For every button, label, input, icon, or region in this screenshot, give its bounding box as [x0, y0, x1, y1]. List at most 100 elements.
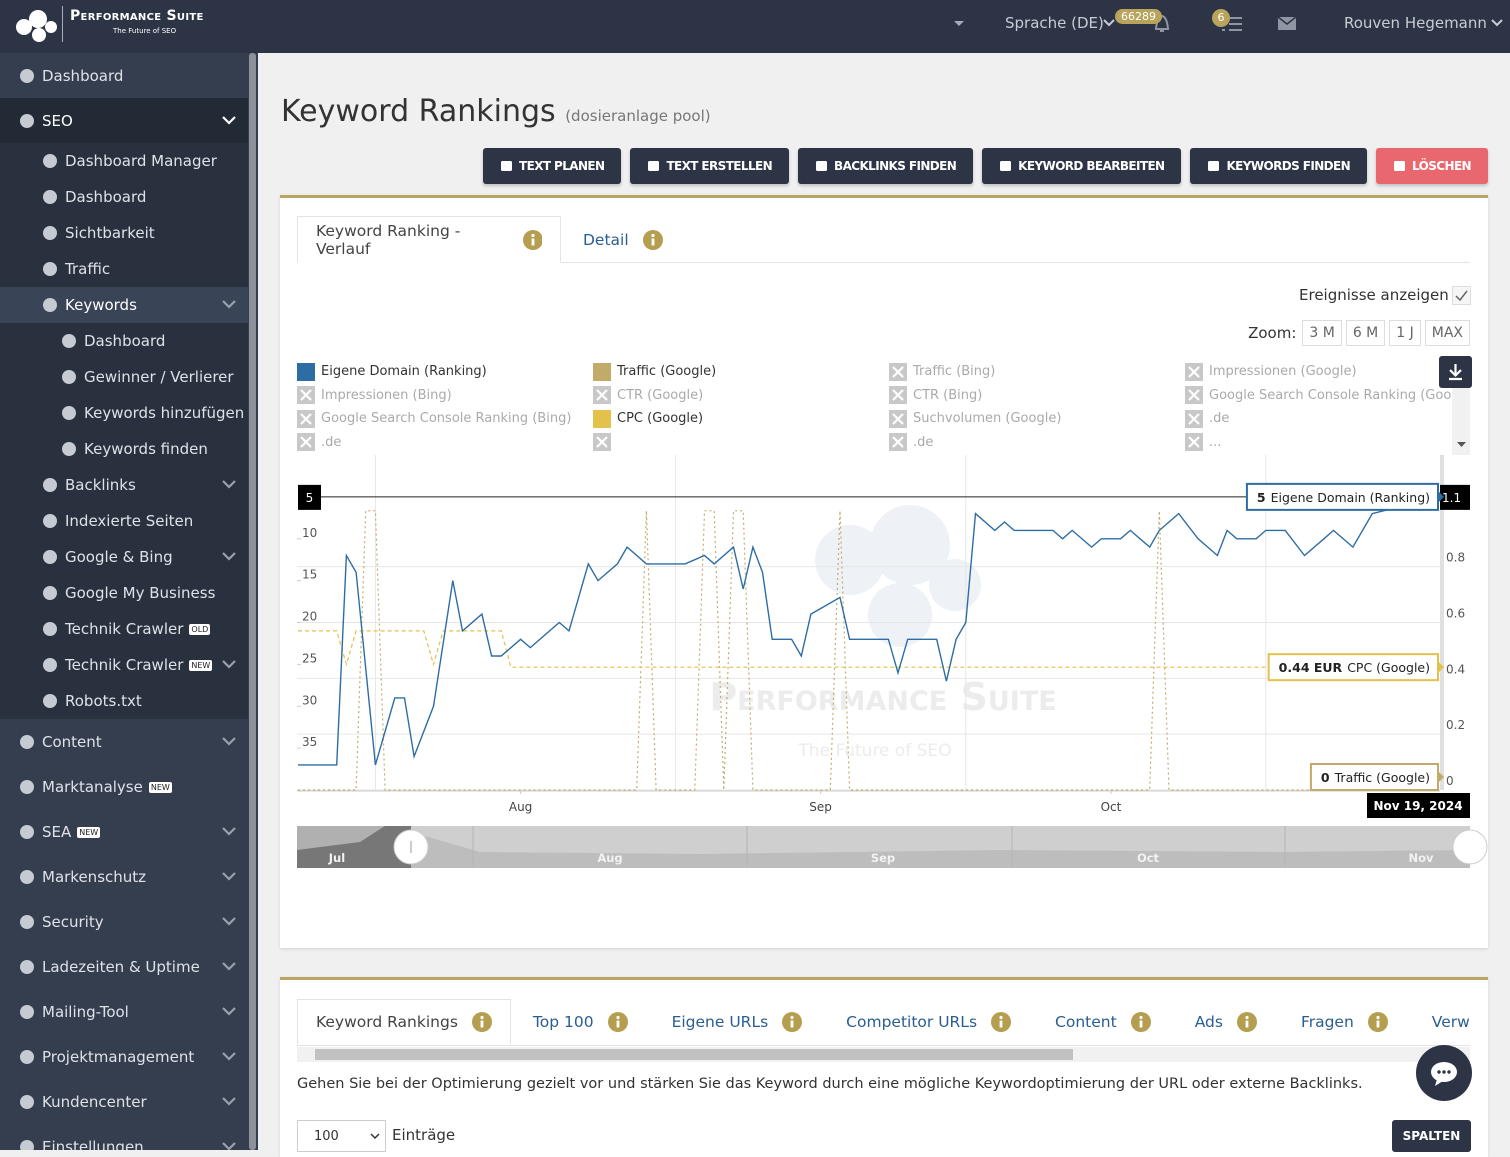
sidebar-item[interactable]: Security: [0, 899, 248, 944]
logo-icon: [16, 10, 57, 42]
caret[interactable]: [953, 20, 965, 28]
button-label: TEXT PLANEN: [519, 159, 605, 173]
sidebar-item[interactable]: Robots.txt: [0, 683, 248, 719]
zoom-button[interactable]: 3 M: [1302, 320, 1342, 346]
sidebar-label: Dashboard Manager: [65, 152, 217, 170]
sidebar-icon: [20, 914, 34, 929]
sidebar-item[interactable]: Dashboard: [0, 179, 248, 215]
action-button[interactable]: TEXT PLANEN: [483, 148, 622, 184]
legend-swatch: [593, 409, 611, 428]
legend-item[interactable]: Google Search Console Ranking (Google): [1185, 384, 1452, 408]
legend-item[interactable]: Impressionen (Google): [1185, 360, 1452, 384]
legend-item[interactable]: CTR (Google): [593, 384, 889, 408]
scroll-arrow: [1457, 442, 1466, 447]
sidebar-item[interactable]: Ladezeiten & Uptime: [0, 944, 248, 989]
sidebar-item[interactable]: Dashboard: [0, 323, 248, 359]
sidebar-item[interactable]: Markenschutz: [0, 854, 248, 899]
tab-label: Fragen: [1300, 1013, 1354, 1031]
chart-panel: [280, 195, 1488, 948]
chart-tab[interactable]: Keyword Ranking - Verlauf: [297, 216, 561, 263]
sidebar-label: Backlinks: [65, 476, 136, 494]
sidebar-item[interactable]: Einstellungen: [0, 1124, 248, 1150]
legend-item[interactable]: .de: [889, 431, 1185, 455]
sidebar-item[interactable]: Technik Crawler OLD: [0, 611, 248, 647]
legend-item[interactable]: .de: [297, 431, 593, 455]
sidebar-icon: [62, 406, 76, 420]
sidebar-label: Kundencenter: [42, 1092, 147, 1111]
legend-item[interactable]: CPC (Google): [593, 407, 889, 431]
info-icon: [1130, 1012, 1151, 1032]
page-size-select[interactable]: 100: [297, 1120, 386, 1152]
sidebar-item[interactable]: Sichtbarkeit: [0, 215, 248, 251]
language[interactable]: Sprache (DE): [1005, 14, 1104, 32]
sidebar-item[interactable]: Backlinks: [0, 467, 248, 503]
sidebar-item[interactable]: Indexierte Seiten: [0, 503, 248, 539]
sidebar-label: Security: [42, 912, 104, 931]
sidebar-label: SEA NEW: [42, 822, 101, 841]
legend-item[interactable]: Impressionen (Bing): [297, 384, 593, 408]
table-tab[interactable]: Fragen: [1279, 999, 1410, 1045]
table-scrollbar[interactable]: [297, 1047, 1470, 1062]
legend-item[interactable]: CTR (Bing): [889, 384, 1185, 408]
table-tab[interactable]: Content: [1033, 999, 1173, 1045]
sidebar-item[interactable]: Google My Business: [0, 575, 248, 611]
legend-item[interactable]: Suchvolumen (Google): [889, 407, 1185, 431]
table-tab[interactable]: Verwandte: [1410, 999, 1470, 1045]
table-tab[interactable]: Ads: [1173, 999, 1279, 1045]
table-tab[interactable]: Keyword Rankings: [297, 999, 511, 1045]
sidebar-chevron: [222, 1006, 236, 1016]
sidebar-item[interactable]: Mailing-Tool: [0, 989, 248, 1034]
sidebar-item[interactable]: Keywords: [0, 287, 248, 323]
table-tab[interactable]: Competitor URLs: [824, 999, 1033, 1045]
chat-button[interactable]: [1415, 1044, 1473, 1102]
sidebar-item[interactable]: SEA NEW: [0, 809, 248, 854]
sidebar-label: Dashboard: [42, 66, 124, 85]
legend-scrollbar[interactable]: [1452, 388, 1470, 455]
table-tab[interactable]: Eigene URLs: [650, 999, 825, 1045]
scroll-thumb[interactable]: [315, 1049, 1073, 1060]
select-chevron: [370, 1133, 380, 1140]
sidebar-item[interactable]: SEO: [0, 98, 248, 143]
sidebar-icon: [62, 442, 76, 456]
sidebar-item[interactable]: Dashboard: [0, 53, 248, 98]
legend-item[interactable]: ...: [1185, 431, 1452, 455]
sidebar-item[interactable]: Projektmanagement: [0, 1034, 248, 1079]
legend-item[interactable]: Traffic (Google): [593, 360, 889, 384]
action-button[interactable]: LÖSCHEN: [1376, 148, 1488, 184]
sidebar-item[interactable]: Marktanalyse NEW: [0, 764, 248, 809]
events-checkbox[interactable]: [1452, 286, 1471, 305]
action-button[interactable]: KEYWORDS FINDEN: [1190, 148, 1368, 184]
zoom-button[interactable]: 6 M: [1345, 320, 1386, 346]
action-button[interactable]: KEYWORD BEARBEITEN: [982, 148, 1182, 184]
chart-tab[interactable]: Detail: [561, 216, 663, 263]
sidebar-scrollbar[interactable]: [249, 53, 256, 1150]
sidebar-item[interactable]: Gewinner / Verlierer: [0, 359, 248, 395]
legend-item[interactable]: .de: [1185, 407, 1452, 431]
sidebar-item[interactable]: Traffic: [0, 251, 248, 287]
sidebar-item[interactable]: Dashboard Manager: [0, 143, 248, 179]
table-tab[interactable]: Top 100: [511, 999, 650, 1045]
user-name[interactable]: Rouven Hegemann: [1344, 14, 1487, 32]
legend-item[interactable]: Traffic (Bing): [889, 360, 1185, 384]
button-icon: [1000, 161, 1012, 171]
sidebar-item[interactable]: Google & Bing: [0, 539, 248, 575]
sidebar-item[interactable]: Keywords finden: [0, 431, 248, 467]
legend-item[interactable]: Google Search Console Ranking (Bing): [297, 407, 593, 431]
sidebar-item[interactable]: Keywords hinzufügen: [0, 395, 248, 431]
action-button[interactable]: BACKLINKS FINDEN: [798, 148, 974, 184]
columns-button[interactable]: SPALTEN: [1392, 1120, 1471, 1152]
sidebar-label: Gewinner / Verlierer: [84, 368, 234, 386]
sidebar-item[interactable]: Technik Crawler NEW: [0, 647, 248, 683]
legend-item[interactable]: Eigene Domain (Ranking): [297, 360, 593, 384]
sidebar-chevron: [222, 871, 236, 881]
legend-item[interactable]: [593, 431, 889, 455]
zoom-button[interactable]: 1 J: [1389, 320, 1421, 346]
sidebar-chevron: [222, 480, 236, 489]
legend-disabled-icon: [593, 386, 611, 405]
sidebar-item[interactable]: Kundencenter: [0, 1079, 248, 1124]
zoom-button[interactable]: MAX: [1424, 320, 1470, 346]
download-button[interactable]: [1439, 356, 1472, 388]
sidebar-item[interactable]: Content: [0, 719, 248, 764]
mail-icon[interactable]: [1277, 15, 1297, 31]
action-button[interactable]: TEXT ERSTELLEN: [630, 148, 790, 184]
